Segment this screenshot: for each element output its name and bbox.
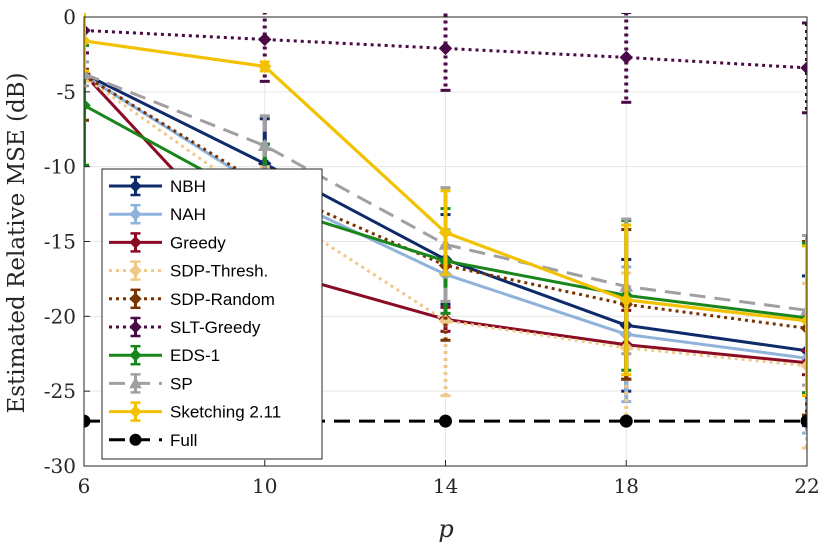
y-tick-label: -30: [44, 454, 76, 478]
legend-marker: [129, 320, 142, 334]
legend-item: SDP-Random: [109, 288, 275, 310]
data-point: [619, 50, 633, 65]
legend-label: SP: [170, 374, 193, 393]
x-tick-label: 18: [614, 474, 639, 498]
data-point: [438, 314, 453, 328]
series-line: [84, 74, 807, 330]
data-point: [84, 66, 91, 80]
series-layer: [84, 13, 807, 450]
legend-marker: [129, 236, 142, 249]
data-point: [257, 138, 272, 152]
y-tick-label: -20: [44, 304, 76, 328]
series-sketching-2-11: [84, 13, 807, 398]
data-point: [258, 32, 272, 47]
legend-marker: [129, 207, 142, 221]
data-point: [438, 225, 453, 240]
legend-label: Full: [170, 431, 197, 450]
data-point: [439, 414, 452, 428]
x-tick-label: 14: [433, 474, 458, 498]
data-point: [438, 41, 453, 56]
data-point: [84, 34, 91, 48]
legend-label: NAH: [170, 205, 206, 224]
data-point: [84, 98, 91, 113]
y-tick-label: -10: [44, 155, 76, 179]
x-axis-label: p: [438, 515, 453, 543]
legend-label: Sketching 2.11: [170, 403, 281, 422]
legend-label: SDP-Random: [170, 290, 275, 309]
y-tick-label: -5: [57, 80, 76, 104]
legend-marker: [129, 292, 142, 306]
ticks: 6 10 14 18 22 0 -5 -10 -15 -20 -25 -30: [44, 5, 820, 498]
legend-marker: [129, 264, 142, 277]
legend-label: NBH: [170, 177, 206, 196]
legend: NBH NAH Greedy SDP-Thresh. SDP-Random SLT-Gre…: [101, 168, 323, 460]
legend-marker: [129, 433, 142, 446]
x-tick-label: 6: [78, 474, 91, 498]
y-axis-label: Estimated Relative MSE (dB): [4, 72, 30, 413]
legend-item: Sketching 2.11: [109, 401, 281, 422]
legend-label: Greedy: [170, 233, 226, 252]
legend-marker: [129, 376, 142, 389]
data-point: [800, 61, 807, 75]
legend-label: SDP-Thresh.: [170, 262, 268, 281]
legend-label: EDS-1: [170, 346, 220, 365]
legend-item: Full: [109, 431, 197, 450]
legend-label: SLT-Greedy: [170, 318, 261, 337]
legend-marker: [129, 179, 142, 193]
legend-marker: [129, 348, 142, 362]
data-point: [619, 293, 633, 307]
data-point: [800, 414, 807, 428]
data-point: [84, 414, 91, 428]
data-point: [258, 59, 272, 74]
legend-item: SP: [109, 373, 193, 394]
y-tick-label: -15: [44, 230, 76, 254]
series-line: [84, 28, 807, 70]
series-slt-greedy: [84, 13, 807, 115]
legend-item: NAH: [109, 203, 206, 225]
legend-item: SDP-Thresh.: [109, 260, 268, 281]
x-tick-label: 10: [252, 474, 277, 498]
y-tick-label: -25: [44, 379, 76, 403]
legend-item: Greedy: [109, 232, 226, 253]
data-point: [800, 314, 807, 328]
data-point: [619, 414, 633, 428]
legend-item: EDS-1: [109, 344, 220, 366]
legend-item: SLT-Greedy: [109, 316, 261, 338]
y-tick-label: 0: [63, 5, 76, 29]
legend-marker: [129, 405, 142, 418]
legend-item: NBH: [109, 175, 206, 197]
x-tick-label: 22: [794, 474, 819, 498]
